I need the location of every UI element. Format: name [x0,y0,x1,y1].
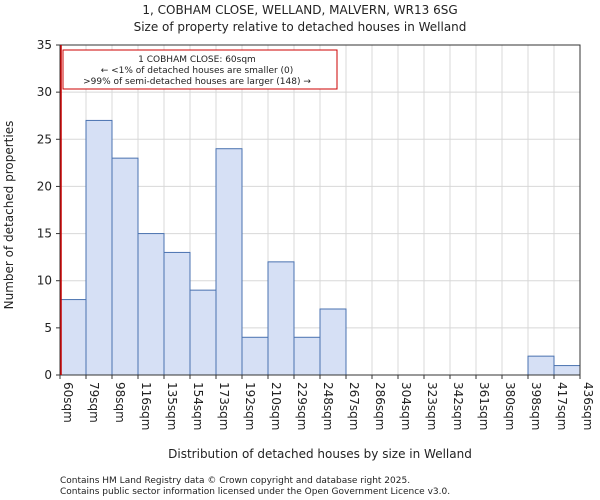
annotation-line-1: 1 COBHAM CLOSE: 60sqm [138,55,256,65]
y-tick-label: 30 [37,85,52,99]
x-tick-label: 380sqm [503,382,517,430]
x-tick-label: 79sqm [87,382,101,423]
x-tick-label: 267sqm [347,382,361,430]
chart-title: 1, COBHAM CLOSE, WELLAND, MALVERN, WR13 … [142,3,457,17]
bar-135sqm [163,251,191,376]
y-tick-label: 0 [44,368,52,382]
bar-116sqm [137,233,165,376]
x-tick-label: 173sqm [217,382,231,430]
y-axis-ticks: 0 5 10 15 20 25 30 35 [37,38,60,382]
x-axis-label: Distribution of detached houses by size … [168,447,472,461]
x-tick-label: 192sqm [243,382,257,430]
bars [59,119,581,376]
x-tick-label: 154sqm [191,382,205,430]
x-axis-ticks: 60sqm 79sqm 98sqm 116sqm 135sqm 154sqm 173sqm 1… [59,375,595,430]
bar-417sqm [553,365,581,376]
plot-frame [59,44,581,376]
x-tick-label: 286sqm [373,382,387,430]
annotation-line-3: >99% of semi-detached houses are larger … [83,77,311,87]
x-tick-label: 229sqm [295,382,309,430]
bar-398sqm [527,355,555,376]
footer-line-2: Contains public sector information licen… [60,487,450,497]
bar-229sqm [293,336,321,376]
bar-248sqm [319,308,347,376]
x-tick-label: 60sqm [61,382,75,423]
y-tick-label: 15 [37,227,52,241]
x-tick-label: 304sqm [399,382,413,430]
x-tick-label: 417sqm [555,382,569,430]
annotation-box: 1 COBHAM CLOSE: 60sqm ← <1% of detached … [62,49,338,90]
bar-173sqm [215,148,243,376]
y-tick-label: 5 [44,321,52,335]
y-tick-label: 25 [37,132,52,146]
bar-98sqm [111,157,139,376]
x-tick-label: 436sqm [581,382,595,430]
footer-line-1: Contains HM Land Registry data © Crown c… [60,476,410,486]
x-tick-label: 342sqm [451,382,465,430]
x-tick-label: 98sqm [113,382,127,423]
x-tick-label: 248sqm [321,382,335,430]
bar-192sqm [241,336,269,376]
bar-154sqm [189,289,217,376]
y-tick-label: 20 [37,179,52,193]
bar-79sqm [85,119,113,376]
y-tick-label: 35 [37,38,52,52]
x-tick-label: 210sqm [269,382,283,430]
annotation-line-2: ← <1% of detached houses are smaller (0) [101,66,294,76]
x-tick-label: 135sqm [165,382,179,430]
bar-60sqm [59,299,87,376]
y-tick-label: 10 [37,274,52,288]
y-axis-label: Number of detached properties [2,121,16,310]
x-tick-label: 323sqm [425,382,439,430]
bar-210sqm [267,261,295,376]
x-tick-label: 116sqm [139,382,153,430]
x-tick-label: 398sqm [529,382,543,430]
chart-subtitle: Size of property relative to detached ho… [134,20,467,34]
x-tick-label: 361sqm [477,382,491,430]
